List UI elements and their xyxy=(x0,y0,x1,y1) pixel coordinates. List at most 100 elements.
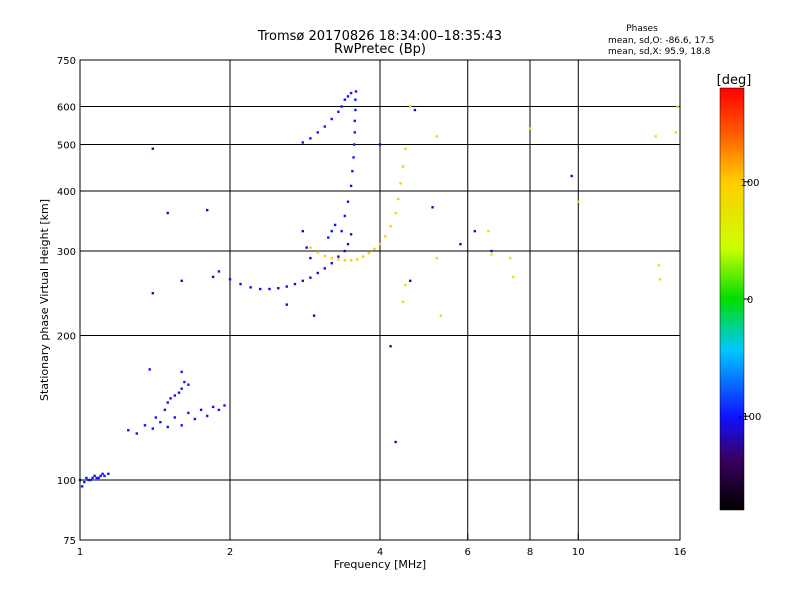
data-point xyxy=(354,90,358,93)
data-point xyxy=(346,242,350,246)
data-point xyxy=(323,125,327,128)
data-point xyxy=(309,137,312,140)
data-point xyxy=(384,235,387,238)
data-point xyxy=(340,229,343,233)
data-point xyxy=(378,143,382,146)
colorbar-tick-label: 100 xyxy=(740,178,759,189)
data-point xyxy=(151,147,155,150)
x-tick-label: 16 xyxy=(674,547,687,558)
data-point xyxy=(508,256,512,260)
data-point xyxy=(163,408,167,412)
data-point xyxy=(180,387,183,390)
data-point xyxy=(330,117,333,121)
data-point xyxy=(657,264,660,267)
data-point xyxy=(127,429,130,432)
data-point xyxy=(97,476,100,480)
data-point xyxy=(239,282,242,286)
data-point xyxy=(316,131,319,134)
data-point xyxy=(217,270,221,273)
x-tick-label: 2 xyxy=(227,547,233,558)
data-point xyxy=(301,279,305,283)
data-point xyxy=(166,401,169,404)
data-point xyxy=(404,147,407,150)
data-point xyxy=(154,416,158,419)
x-tick-label: 6 xyxy=(465,547,471,558)
data-point xyxy=(361,255,365,258)
data-point xyxy=(389,345,392,348)
y-tick-label: 300 xyxy=(57,247,76,258)
data-point xyxy=(373,247,376,251)
y-axis-ticks: 75 100 200 300 400 500 600 750 xyxy=(57,56,86,547)
data-point xyxy=(396,197,400,201)
data-point xyxy=(353,131,356,134)
data-point xyxy=(354,108,357,112)
data-point xyxy=(349,91,353,95)
data-point xyxy=(159,420,162,424)
data-point xyxy=(249,286,252,289)
data-point xyxy=(211,405,215,409)
data-point xyxy=(309,256,312,260)
data-point xyxy=(193,417,197,421)
data-point xyxy=(401,165,405,168)
data-point xyxy=(87,478,90,482)
data-point xyxy=(199,408,203,412)
data-point xyxy=(343,249,347,253)
x-tick-label: 8 xyxy=(527,547,533,558)
colorbar: [deg] 100 0 -100 xyxy=(717,73,762,511)
data-point xyxy=(349,233,353,236)
data-point xyxy=(217,408,221,412)
data-point xyxy=(351,169,354,173)
data-point xyxy=(570,174,573,178)
data-point xyxy=(459,242,462,246)
data-point xyxy=(676,105,679,108)
data-point xyxy=(346,95,350,98)
data-point xyxy=(103,474,106,478)
y-tick-label: 200 xyxy=(57,332,76,343)
data-point xyxy=(89,478,92,482)
data-point xyxy=(95,476,98,480)
stats-heading: Phases xyxy=(626,24,658,34)
data-point xyxy=(511,275,515,279)
data-point xyxy=(389,224,392,228)
data-point xyxy=(259,287,262,291)
data-point xyxy=(409,279,412,283)
data-point xyxy=(343,214,347,218)
data-point xyxy=(367,251,371,255)
colorbar-ticks: 100 0 -100 xyxy=(739,178,762,423)
data-point xyxy=(205,414,209,418)
data-point xyxy=(330,256,333,260)
data-point xyxy=(674,131,678,134)
data-point xyxy=(180,370,183,374)
data-point xyxy=(316,271,319,275)
data-point xyxy=(177,391,181,394)
data-point xyxy=(323,267,327,270)
y-tick-label: 75 xyxy=(63,536,76,547)
data-point xyxy=(330,229,333,233)
data-point xyxy=(490,249,493,253)
data-point xyxy=(268,287,271,291)
chart-title: Tromsø 20170826 18:34:00–18:35:43 xyxy=(257,29,502,44)
data-point xyxy=(305,246,308,249)
data-point xyxy=(91,476,94,480)
colorbar-tick-label: -100 xyxy=(739,412,762,423)
data-point xyxy=(431,206,434,209)
data-point xyxy=(85,476,88,480)
data-point xyxy=(404,283,407,287)
data-point xyxy=(107,472,110,476)
data-point xyxy=(394,440,397,444)
data-point xyxy=(187,383,190,386)
data-point xyxy=(654,135,657,138)
data-point xyxy=(93,474,96,478)
data-point xyxy=(337,110,340,113)
x-axis-label: Frequency [MHz] xyxy=(334,558,426,571)
data-point xyxy=(309,276,312,279)
x-axis-ticks: 1 2 4 6 8 10 16 xyxy=(77,534,687,558)
data-point xyxy=(337,255,340,258)
y-tick-label: 600 xyxy=(57,103,76,114)
data-point xyxy=(83,480,86,484)
data-point xyxy=(80,485,84,488)
data-point xyxy=(223,404,226,407)
data-point xyxy=(309,246,312,249)
data-point xyxy=(435,135,438,138)
data-point xyxy=(293,282,297,286)
